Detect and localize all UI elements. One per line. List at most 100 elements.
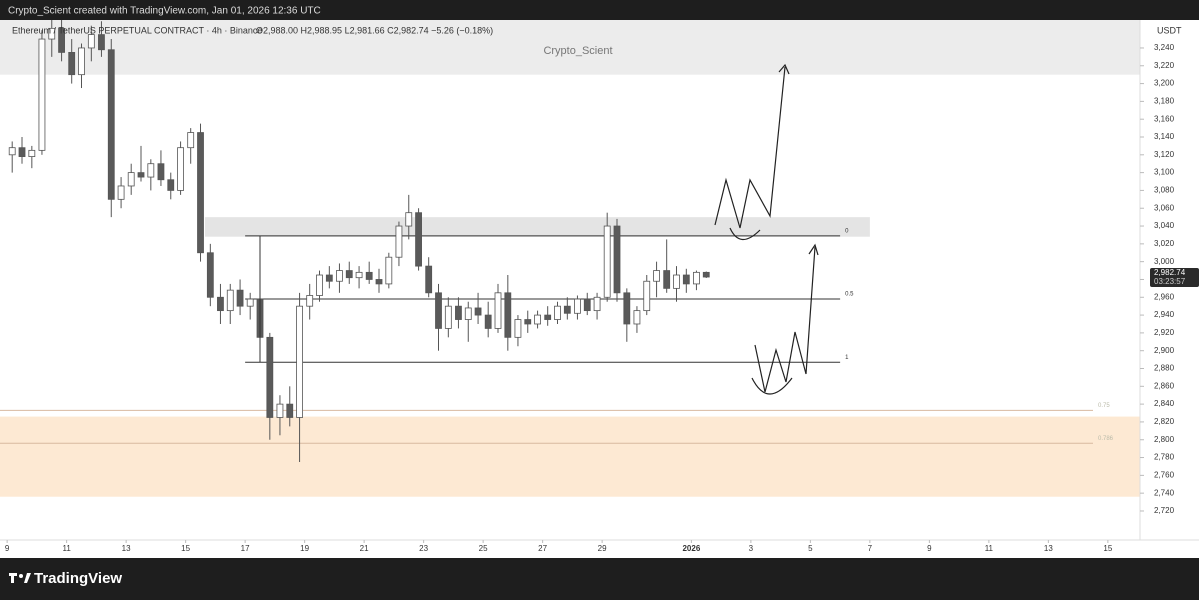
y-axis-label: USDT: [1157, 25, 1182, 35]
candle-body: [246, 298, 254, 307]
candle-body: [355, 271, 363, 279]
candle-body: [574, 298, 581, 314]
x-tick-label: 9: [927, 544, 932, 553]
candle-body: [474, 307, 482, 316]
zone: [204, 217, 870, 237]
y-tick-label: 3,120: [1154, 150, 1175, 159]
candle-body: [693, 271, 700, 285]
y-tick-label: 2,820: [1154, 417, 1175, 426]
candle-body: [583, 298, 591, 312]
x-tick-label: 17: [241, 544, 250, 553]
candle-body: [524, 319, 532, 325]
y-tick-label: 3,080: [1154, 186, 1175, 195]
y-tick-label: 2,800: [1154, 435, 1175, 444]
x-tick-label: 13: [1044, 544, 1053, 553]
watermark: Crypto_Scient: [543, 45, 612, 57]
candle-body: [405, 212, 413, 227]
candle-body: [336, 270, 343, 282]
x-tick-label: 23: [419, 544, 428, 553]
x-tick-label: 25: [479, 544, 488, 553]
y-tick-label: 3,200: [1154, 79, 1175, 88]
candle-body: [425, 265, 433, 294]
candle-body: [484, 314, 492, 329]
candle-body: [206, 252, 214, 298]
candle-body: [197, 132, 204, 254]
candle-body: [504, 292, 512, 338]
candle-body: [435, 292, 442, 329]
candle-body: [613, 225, 621, 294]
x-tick-label: 3: [749, 544, 754, 553]
candle-body: [444, 305, 452, 329]
top-bar: [0, 0, 1199, 20]
x-tick-label: 2026: [682, 544, 700, 553]
x-tick-label: 21: [360, 544, 369, 553]
candle-body: [653, 270, 660, 282]
x-tick-label: 5: [808, 544, 813, 553]
candle-body: [603, 225, 611, 298]
candle-body: [534, 314, 541, 325]
brand: TradingView: [34, 570, 122, 587]
candle-body: [177, 147, 184, 191]
candle-body: [345, 270, 353, 279]
candle-body: [673, 274, 680, 289]
candle-body: [187, 132, 195, 149]
x-tick-label: 19: [300, 544, 309, 553]
y-tick-label: 3,140: [1154, 132, 1175, 141]
fib-label: 0.786: [1098, 436, 1114, 442]
fib-label: 0.5: [845, 292, 854, 298]
candle-body: [48, 27, 56, 40]
candle-body: [316, 274, 323, 296]
y-tick-label: 2,880: [1154, 364, 1175, 373]
candle-body: [514, 319, 522, 338]
candle-body: [78, 47, 85, 76]
y-tick-label: 3,000: [1154, 257, 1175, 266]
y-tick-label: 3,060: [1154, 203, 1175, 212]
candle-body: [18, 147, 26, 157]
fib-label: 0: [845, 228, 849, 234]
y-tick-label: 2,840: [1154, 399, 1175, 408]
x-tick-label: 29: [598, 544, 607, 553]
candle-body: [544, 314, 552, 320]
candle-body: [663, 270, 671, 289]
symbol: Ethereum / TetherUS PERPETUAL CONTRACT ·…: [12, 25, 262, 35]
logo: [9, 573, 31, 583]
candle-body: [702, 271, 710, 278]
candle-body: [117, 185, 125, 200]
candle-body: [306, 295, 314, 307]
zone: [0, 416, 1140, 497]
last-price-label: 2,982.74: [1154, 268, 1186, 277]
candle-body: [276, 403, 284, 418]
y-tick-label: 3,100: [1154, 168, 1175, 177]
credit: Crypto_Scient created with TradingView.c…: [8, 6, 321, 17]
x-tick-label: 7: [868, 544, 873, 553]
candle-body: [494, 292, 502, 329]
countdown: 03:23:57: [1154, 277, 1186, 286]
y-tick-label: 2,920: [1154, 328, 1175, 337]
candle-body: [8, 147, 16, 156]
x-tick-label: 27: [538, 544, 547, 553]
y-tick-label: 2,900: [1154, 346, 1175, 355]
zone: [0, 20, 1140, 75]
candle-body: [375, 279, 383, 285]
candle-body: [147, 163, 155, 178]
drawings: [714, 63, 819, 395]
candle-body: [137, 172, 145, 178]
y-tick-label: 2,940: [1154, 310, 1175, 319]
y-tick-label: 2,720: [1154, 506, 1175, 515]
candle-body: [266, 336, 274, 418]
x-tick-label: 9: [5, 544, 10, 553]
candle-body: [157, 163, 165, 181]
candle-body: [464, 307, 472, 320]
y-tick-label: 2,960: [1154, 292, 1175, 301]
y-tick-label: 2,760: [1154, 470, 1175, 479]
candle-body: [385, 256, 393, 285]
candle-body: [98, 34, 105, 51]
candle-body: [38, 38, 46, 151]
candle-body: [395, 225, 403, 258]
y-tick-label: 3,040: [1154, 221, 1175, 230]
candle-body: [107, 49, 115, 200]
candle-body: [643, 280, 651, 312]
last-price-tag: [1150, 268, 1199, 288]
candle-body: [554, 305, 561, 320]
